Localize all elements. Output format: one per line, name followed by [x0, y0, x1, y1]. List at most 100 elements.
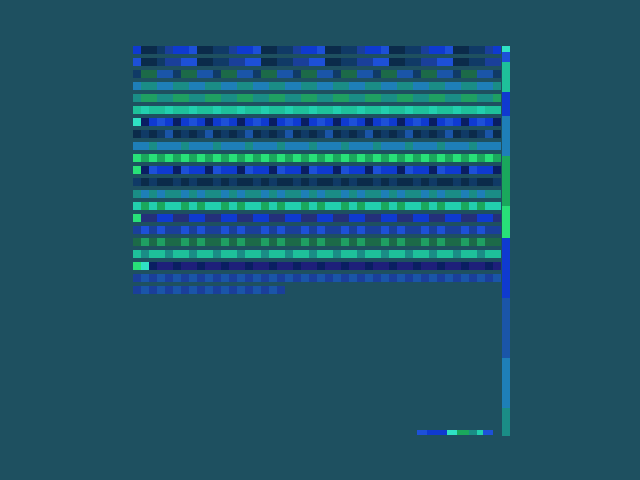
tile: [165, 118, 173, 126]
tile: [397, 82, 405, 90]
tile: [477, 46, 485, 54]
tile: [493, 82, 501, 90]
tile: [421, 250, 429, 258]
tile: [189, 46, 197, 54]
tile: [229, 94, 237, 102]
tile: [285, 178, 293, 186]
tile: [333, 94, 341, 102]
tile: [189, 250, 197, 258]
tile: [261, 58, 269, 66]
tile: [381, 178, 389, 186]
tile: [485, 178, 493, 186]
tile: [381, 118, 389, 126]
tile: [141, 46, 149, 54]
tile: [437, 94, 445, 102]
tile: [429, 262, 437, 270]
tile: [237, 94, 245, 102]
tile: [373, 238, 381, 246]
tile: [349, 130, 357, 138]
tile: [197, 46, 205, 54]
strip-segment: [502, 408, 510, 436]
tile: [341, 70, 349, 78]
tile: [133, 274, 141, 282]
tile: [301, 118, 309, 126]
tile: [325, 190, 333, 198]
tile: [493, 190, 501, 198]
tile: [389, 250, 397, 258]
tile: [493, 106, 501, 114]
tile: [261, 130, 269, 138]
tile: [485, 190, 493, 198]
tile: [285, 94, 293, 102]
tile: [381, 154, 389, 162]
tile: [229, 178, 237, 186]
tile: [269, 142, 277, 150]
tile: [293, 154, 301, 162]
tile: [437, 106, 445, 114]
tile: [197, 118, 205, 126]
tile: [173, 70, 181, 78]
tile: [237, 142, 245, 150]
tile: [245, 214, 253, 222]
tile: [237, 106, 245, 114]
tile: [213, 46, 221, 54]
tile: [373, 166, 381, 174]
tile: [141, 238, 149, 246]
tile: [453, 154, 461, 162]
strip-segment: [417, 430, 427, 435]
tile: [229, 274, 237, 282]
tile: [469, 226, 477, 234]
tile: [205, 58, 213, 66]
tile: [181, 238, 189, 246]
tile: [301, 190, 309, 198]
tile: [285, 238, 293, 246]
tile: [477, 106, 485, 114]
tile: [365, 118, 373, 126]
tile: [221, 70, 229, 78]
tile: [493, 154, 501, 162]
tile: [309, 118, 317, 126]
tile: [301, 202, 309, 210]
tile: [437, 214, 445, 222]
tile: [421, 274, 429, 282]
tile: [469, 70, 477, 78]
tile: [141, 166, 149, 174]
tile: [421, 118, 429, 126]
tile: [213, 250, 221, 258]
tile: [269, 286, 277, 294]
tile: [309, 274, 317, 282]
tile: [469, 178, 477, 186]
tile: [413, 94, 421, 102]
tile: [389, 202, 397, 210]
tile: [253, 118, 261, 126]
tile: [205, 202, 213, 210]
tile: [317, 130, 325, 138]
strip-segment: [502, 52, 510, 62]
tile: [261, 250, 269, 258]
tile: [173, 154, 181, 162]
tile: [373, 130, 381, 138]
tile: [365, 94, 373, 102]
tile: [165, 202, 173, 210]
tile: [373, 94, 381, 102]
tile: [477, 58, 485, 66]
tile: [197, 214, 205, 222]
tile: [277, 166, 285, 174]
tile: [445, 46, 453, 54]
tile: [357, 94, 365, 102]
tile: [173, 46, 181, 54]
tile: [261, 214, 269, 222]
tile: [405, 46, 413, 54]
tile: [381, 82, 389, 90]
tile: [165, 178, 173, 186]
tile: [133, 94, 141, 102]
tile: [173, 202, 181, 210]
tile: [445, 82, 453, 90]
tile: [133, 226, 141, 234]
tile: [365, 82, 373, 90]
tile: [325, 106, 333, 114]
tile: [357, 130, 365, 138]
tile: [141, 142, 149, 150]
tile: [325, 166, 333, 174]
tile: [213, 178, 221, 186]
